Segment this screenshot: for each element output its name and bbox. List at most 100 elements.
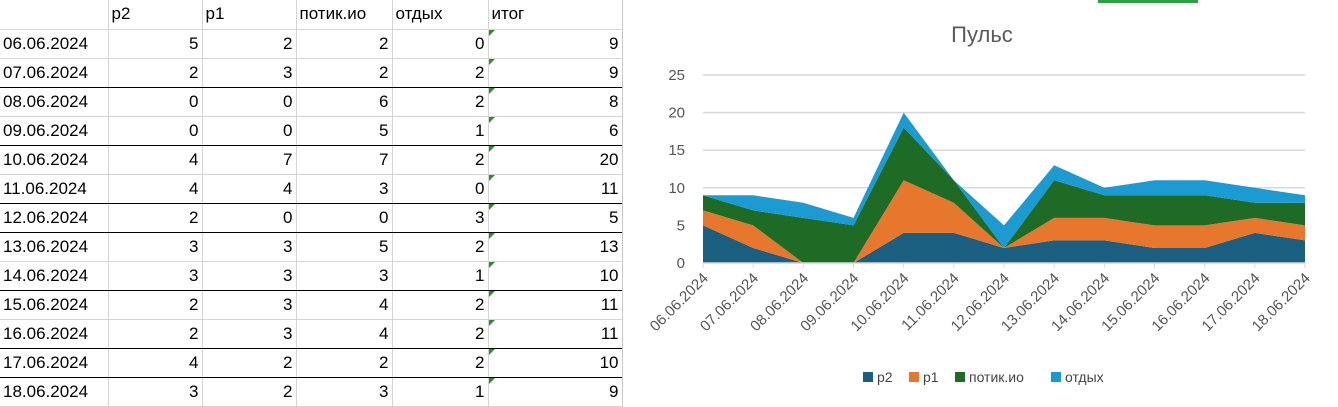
value-cell[interactable]: 3 xyxy=(392,203,489,233)
value-cell[interactable]: 0 xyxy=(202,203,297,233)
value-cell[interactable]: 0 xyxy=(296,203,393,233)
date-cell[interactable]: 07.06.2024 xyxy=(0,58,109,88)
value-cell[interactable]: 3 xyxy=(202,290,297,320)
value-cell[interactable]: 2 xyxy=(202,348,297,378)
date-cell[interactable]: 13.06.2024 xyxy=(0,232,109,262)
value-cell[interactable]: 4 xyxy=(296,290,393,320)
value-cell[interactable]: 11 xyxy=(488,319,623,349)
value-cell[interactable]: 5 xyxy=(488,203,623,233)
date-cell[interactable]: 11.06.2024 xyxy=(0,174,109,204)
value-cell[interactable]: 10 xyxy=(488,261,623,291)
value-cell[interactable]: 9 xyxy=(488,377,623,407)
value-cell[interactable]: 1 xyxy=(392,377,489,407)
value-cell[interactable]: 4 xyxy=(202,174,297,204)
value-cell[interactable]: 3 xyxy=(108,377,203,407)
value-cell[interactable]: 7 xyxy=(202,145,297,175)
value-cell[interactable]: 3 xyxy=(296,174,393,204)
column-header[interactable] xyxy=(0,0,109,30)
value-cell[interactable]: 2 xyxy=(296,348,393,378)
area-series-2[interactable] xyxy=(703,127,1305,263)
value-cell[interactable]: 3 xyxy=(202,261,297,291)
y-tick-label: 10 xyxy=(668,180,685,197)
value-cell[interactable]: 3 xyxy=(202,232,297,262)
value-cell[interactable]: 11 xyxy=(488,290,623,320)
date-cell[interactable]: 09.06.2024 xyxy=(0,116,109,146)
value-cell[interactable]: 4 xyxy=(108,145,203,175)
pane-divider xyxy=(622,0,623,403)
area-chart[interactable]: Пульс051015202506.06.202407.06.202408.06… xyxy=(623,0,1338,403)
chart-title: Пульс xyxy=(951,22,1013,47)
value-cell[interactable]: 2 xyxy=(392,145,489,175)
value-cell[interactable]: 9 xyxy=(488,58,623,88)
value-cell[interactable]: 5 xyxy=(108,29,203,59)
table-row: 14.06.2024 3 3 3 1 10 xyxy=(0,261,623,291)
column-header[interactable]: р1 xyxy=(202,0,297,30)
value-cell[interactable]: 2 xyxy=(296,58,393,88)
column-header[interactable]: итог xyxy=(488,0,623,30)
value-cell[interactable]: 2 xyxy=(392,319,489,349)
area-series-1[interactable] xyxy=(703,180,1305,263)
y-tick-label: 5 xyxy=(677,217,685,234)
value-cell[interactable]: 3 xyxy=(202,58,297,88)
value-cell[interactable]: 3 xyxy=(108,261,203,291)
value-cell[interactable]: 13 xyxy=(488,232,623,262)
value-cell[interactable]: 7 xyxy=(296,145,393,175)
value-cell[interactable]: 4 xyxy=(108,348,203,378)
table-row: 06.06.2024 5 2 2 0 9 xyxy=(0,29,623,59)
value-cell[interactable]: 0 xyxy=(202,116,297,146)
value-cell[interactable]: 2 xyxy=(392,290,489,320)
column-header[interactable]: р2 xyxy=(108,0,203,30)
column-header[interactable]: потик.ио xyxy=(296,0,393,30)
value-cell[interactable]: 9 xyxy=(488,29,623,59)
value-cell[interactable]: 2 xyxy=(108,319,203,349)
value-cell[interactable]: 2 xyxy=(108,58,203,88)
legend-swatch xyxy=(863,372,873,382)
date-cell[interactable]: 06.06.2024 xyxy=(0,29,109,59)
value-cell[interactable]: 2 xyxy=(108,203,203,233)
value-cell[interactable]: 5 xyxy=(296,116,393,146)
value-cell[interactable]: 1 xyxy=(392,261,489,291)
value-cell[interactable]: 2 xyxy=(202,29,297,59)
area-series-0[interactable] xyxy=(703,225,1305,263)
column-header[interactable]: отдых xyxy=(392,0,489,30)
value-cell[interactable]: 2 xyxy=(296,29,393,59)
value-cell[interactable]: 3 xyxy=(296,377,393,407)
legend-label[interactable]: р1 xyxy=(923,369,939,385)
value-cell[interactable]: 6 xyxy=(296,87,393,117)
value-cell[interactable]: 4 xyxy=(296,319,393,349)
date-cell[interactable]: 08.06.2024 xyxy=(0,87,109,117)
value-cell[interactable]: 4 xyxy=(108,174,203,204)
value-cell[interactable]: 0 xyxy=(108,87,203,117)
value-cell[interactable]: 0 xyxy=(392,174,489,204)
value-cell[interactable]: 5 xyxy=(296,232,393,262)
value-cell[interactable]: 8 xyxy=(488,87,623,117)
value-cell[interactable]: 0 xyxy=(202,87,297,117)
date-cell[interactable]: 10.06.2024 xyxy=(0,145,109,175)
date-cell[interactable]: 15.06.2024 xyxy=(0,290,109,320)
date-cell[interactable]: 14.06.2024 xyxy=(0,261,109,291)
legend-label[interactable]: потик.ио xyxy=(969,369,1024,385)
value-cell[interactable]: 3 xyxy=(202,319,297,349)
value-cell[interactable]: 6 xyxy=(488,116,623,146)
legend-label[interactable]: отдых xyxy=(1065,369,1104,385)
date-cell[interactable]: 17.06.2024 xyxy=(0,348,109,378)
value-cell[interactable]: 10 xyxy=(488,348,623,378)
date-cell[interactable]: 18.06.2024 xyxy=(0,377,109,407)
value-cell[interactable]: 0 xyxy=(108,116,203,146)
value-cell[interactable]: 3 xyxy=(296,261,393,291)
value-cell[interactable]: 1 xyxy=(392,116,489,146)
value-cell[interactable]: 2 xyxy=(108,290,203,320)
value-cell[interactable]: 3 xyxy=(108,232,203,262)
date-cell[interactable]: 16.06.2024 xyxy=(0,319,109,349)
value-cell[interactable]: 20 xyxy=(488,145,623,175)
value-cell[interactable]: 2 xyxy=(392,348,489,378)
value-cell[interactable]: 2 xyxy=(392,232,489,262)
value-cell[interactable]: 2 xyxy=(392,87,489,117)
date-cell[interactable]: 12.06.2024 xyxy=(0,203,109,233)
legend-swatch xyxy=(955,372,965,382)
value-cell[interactable]: 2 xyxy=(392,58,489,88)
legend-label[interactable]: р2 xyxy=(877,369,893,385)
value-cell[interactable]: 0 xyxy=(392,29,489,59)
value-cell[interactable]: 11 xyxy=(488,174,623,204)
value-cell[interactable]: 2 xyxy=(202,377,297,407)
